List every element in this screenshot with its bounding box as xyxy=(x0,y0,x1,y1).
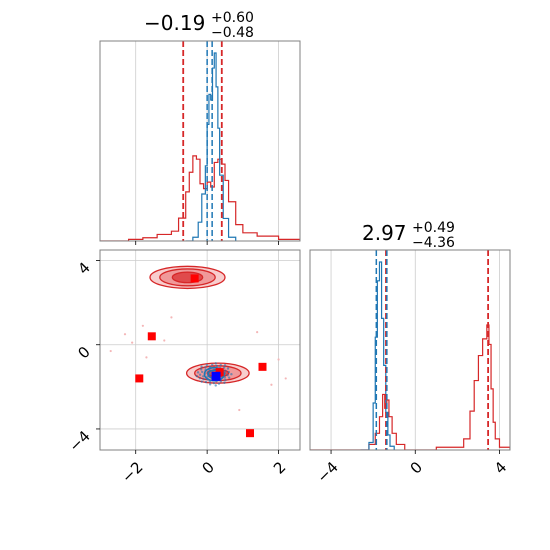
sample-point-red xyxy=(145,356,148,359)
sample-point-blue xyxy=(202,375,205,378)
sample-point-red xyxy=(277,358,280,361)
sample-point-blue xyxy=(223,376,227,379)
sample-point-blue xyxy=(211,363,214,367)
sample-point-blue xyxy=(219,363,222,367)
sample-point-blue xyxy=(223,364,227,367)
title-param-2-minus: −4.36 xyxy=(412,235,455,251)
sample-point-blue xyxy=(205,363,209,367)
sample-point-blue xyxy=(204,366,207,369)
x-tick-label-param-1: 2 xyxy=(270,458,289,477)
title-param-2-value: 2.97 xyxy=(362,221,407,245)
histogram-param-2 xyxy=(310,250,510,450)
sample-point-red xyxy=(131,341,134,344)
hist-blue-param-1 xyxy=(185,52,237,241)
sample-point-blue xyxy=(214,384,217,387)
sample-point-blue xyxy=(198,376,202,380)
sample-point-blue xyxy=(200,370,204,374)
frame-bottom-right xyxy=(309,249,511,451)
sample-point-red xyxy=(123,333,127,336)
x-tick-label-param-1: 0 xyxy=(198,458,217,477)
title-param-1-value: −0.19 xyxy=(144,11,205,35)
title-param-1: −0.19 +0.60 −0.48 xyxy=(144,10,254,41)
hist-red-param-1 xyxy=(100,155,300,241)
sample-point-red xyxy=(163,339,166,342)
sample-point-blue xyxy=(224,378,227,382)
sample-point-blue xyxy=(199,368,203,371)
title-param-1-plus: +0.60 xyxy=(211,10,254,26)
marker-red xyxy=(135,374,144,383)
marker-red xyxy=(258,362,267,371)
sample-point-blue xyxy=(196,371,200,374)
x-tick-label-param-1: −2 xyxy=(118,458,146,486)
sample-point-blue xyxy=(198,373,202,376)
sample-point-red xyxy=(270,383,273,386)
grid-lines xyxy=(100,41,500,450)
sample-point-red xyxy=(238,408,241,412)
sample-point-blue xyxy=(195,374,199,378)
sample-point-blue xyxy=(204,380,208,384)
sample-point-blue xyxy=(217,382,221,385)
sample-point-blue xyxy=(223,381,226,384)
y-tick-label-param-2: 4 xyxy=(74,259,93,278)
hist-red-param-2 xyxy=(310,324,510,450)
histogram-param-1 xyxy=(100,41,300,241)
sample-point-blue xyxy=(226,367,230,370)
sample-point-red xyxy=(256,331,259,334)
sample-point-red xyxy=(109,349,112,353)
frame-bottom-left xyxy=(99,249,301,451)
sample-point-red xyxy=(170,316,173,319)
y-tick-label-param-2: 0 xyxy=(74,343,93,362)
title-param-1-minus: −0.48 xyxy=(211,25,254,41)
sample-point-blue xyxy=(215,364,219,368)
sample-point-blue xyxy=(227,370,231,374)
hist-blue-param-2 xyxy=(360,261,395,450)
sample-point-blue xyxy=(208,383,212,386)
sample-point-blue xyxy=(200,365,203,368)
y-tick-label-param-2: −4 xyxy=(65,427,93,455)
sample-point-blue xyxy=(230,373,233,376)
x-tick-label-param-2: 0 xyxy=(407,458,426,477)
sample-point-red xyxy=(141,324,144,327)
sample-point-blue xyxy=(214,362,217,365)
scatter-contour-panel xyxy=(109,265,287,438)
frame-top-left xyxy=(99,40,301,242)
sample-point-blue xyxy=(200,380,203,383)
marker-red xyxy=(147,332,156,341)
x-tick-label-param-2: 4 xyxy=(491,458,510,477)
sample-point-blue xyxy=(227,376,231,379)
sample-point-blue xyxy=(226,374,229,377)
sample-point-blue xyxy=(212,381,216,385)
marker-red xyxy=(246,429,254,438)
x-tick-label-param-2: −4 xyxy=(314,458,342,486)
sample-point-blue xyxy=(202,378,205,381)
title-param-2: 2.97 +0.49 −4.36 xyxy=(362,220,455,251)
title-param-2-plus: +0.49 xyxy=(412,220,455,236)
marker-blue xyxy=(211,371,221,381)
marker-red xyxy=(190,274,199,283)
sample-point-red xyxy=(284,377,287,380)
sample-point-blue xyxy=(224,369,227,372)
